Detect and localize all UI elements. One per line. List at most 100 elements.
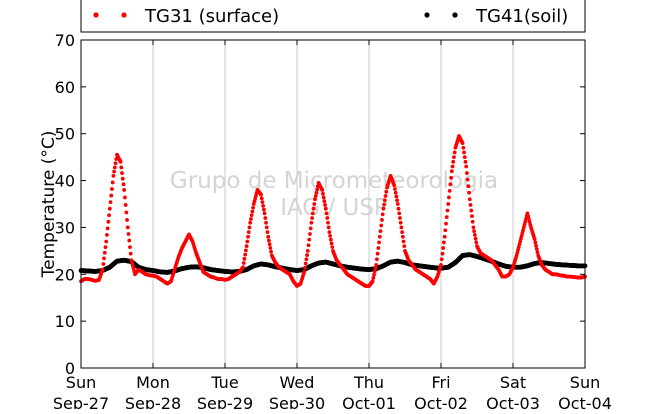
data-point — [244, 244, 249, 249]
legend-label-surface: TG31 (surface) — [144, 6, 279, 27]
data-point — [439, 257, 444, 262]
watermark-line-1: Grupo de Micrometeorologia — [170, 168, 498, 194]
data-point — [320, 188, 325, 192]
data-point — [380, 218, 384, 222]
data-point — [445, 208, 450, 213]
data-point — [100, 267, 105, 272]
data-point — [241, 261, 246, 265]
data-point — [314, 190, 319, 195]
data-point — [451, 159, 456, 164]
data-point — [397, 211, 402, 216]
data-point — [267, 238, 271, 243]
data-point — [328, 233, 333, 238]
data-point — [124, 210, 129, 215]
data-point — [120, 171, 124, 175]
x-tick-label-date: Sep-27 — [53, 394, 109, 409]
data-point — [304, 257, 309, 262]
data-point — [474, 240, 479, 245]
data-point — [305, 253, 309, 257]
data-point — [260, 200, 265, 205]
x-tick-label-date: Sep-29 — [197, 394, 253, 409]
x-tick-label-date: Oct-02 — [414, 394, 468, 409]
data-point — [264, 220, 268, 225]
data-point — [308, 232, 312, 236]
data-point — [400, 234, 405, 239]
data-point — [392, 183, 397, 188]
data-point — [465, 177, 470, 182]
data-point — [109, 193, 114, 198]
data-point — [264, 225, 269, 230]
data-point — [103, 245, 108, 250]
data-point — [468, 203, 473, 207]
data-point — [452, 150, 457, 155]
data-point — [472, 233, 477, 237]
data-point — [382, 198, 387, 203]
data-point — [470, 219, 475, 224]
data-point — [126, 232, 131, 236]
data-point — [400, 230, 405, 235]
data-point — [452, 155, 456, 160]
data-point — [398, 220, 403, 225]
data-point — [312, 202, 317, 206]
data-point — [471, 225, 476, 230]
y-tick-label: 20 — [55, 265, 75, 284]
data-point — [310, 211, 315, 216]
data-point — [472, 229, 477, 234]
data-point — [102, 250, 107, 255]
data-point — [449, 169, 454, 174]
data-point — [450, 164, 455, 169]
series-surface — [79, 134, 587, 288]
data-point — [323, 206, 328, 211]
data-point — [374, 263, 379, 267]
x-tick-label-day: Wed — [280, 373, 315, 392]
y-axis-label: Temperature (°C) — [39, 131, 59, 279]
axis-ticks — [80, 39, 586, 369]
data-point — [120, 176, 125, 181]
data-point — [325, 216, 330, 220]
data-point — [261, 203, 266, 208]
data-point — [532, 237, 537, 242]
data-point — [247, 225, 252, 230]
data-point — [384, 189, 389, 194]
y-tick-label: 10 — [55, 312, 75, 331]
data-point — [127, 238, 132, 243]
data-point — [371, 276, 376, 280]
data-point — [378, 229, 383, 234]
data-point — [122, 188, 127, 192]
data-point — [259, 196, 264, 201]
y-tick-label: 60 — [55, 78, 75, 97]
legend-box — [80, 0, 586, 33]
data-point — [268, 246, 273, 250]
x-tick-label-day: Mon — [136, 373, 170, 392]
x-tick-label-day: Sun — [570, 373, 600, 392]
data-point — [442, 234, 447, 239]
x-tick-label-date: Oct-04 — [558, 394, 612, 409]
data-point — [446, 202, 451, 206]
data-point — [303, 265, 307, 270]
data-point — [469, 208, 474, 213]
data-point — [302, 270, 307, 274]
data-point — [533, 240, 538, 245]
data-point — [323, 203, 327, 207]
y-tick-label: 70 — [55, 31, 75, 50]
data-point — [309, 220, 314, 225]
x-tick-labels: Sun Sep-27 Mon Sep-28 Tue Sep-29 Wed Sep-30 Thu O… — [53, 373, 612, 413]
data-point — [447, 195, 451, 200]
data-point — [444, 221, 448, 226]
data-point — [464, 164, 469, 169]
data-point — [382, 202, 387, 207]
data-point — [110, 180, 115, 185]
data-point — [439, 263, 443, 267]
data-point — [249, 217, 253, 221]
data-point — [440, 251, 445, 256]
data-point — [377, 234, 382, 239]
data-point — [395, 202, 400, 206]
data-point — [307, 237, 312, 242]
data-point — [370, 279, 375, 284]
data-point — [376, 246, 381, 250]
data-point — [401, 239, 406, 244]
x-tick-label-day: Sun — [66, 373, 96, 392]
data-point — [308, 226, 313, 231]
data-point — [461, 145, 466, 150]
